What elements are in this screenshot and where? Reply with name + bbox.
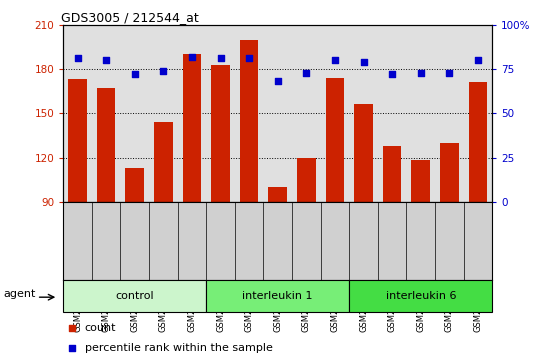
- Text: control: control: [116, 291, 154, 301]
- Bar: [349, 280, 492, 312]
- Bar: [125, 168, 144, 202]
- Bar: [469, 82, 487, 202]
- Point: [331, 57, 339, 63]
- Bar: [68, 79, 87, 202]
- Bar: [411, 160, 430, 202]
- Text: percentile rank within the sample: percentile rank within the sample: [85, 343, 273, 353]
- Bar: [154, 122, 173, 202]
- Bar: [206, 280, 349, 312]
- Point: [351, 218, 360, 224]
- Point: [359, 59, 368, 65]
- Point: [245, 56, 254, 61]
- Bar: [211, 65, 230, 202]
- Text: GDS3005 / 212544_at: GDS3005 / 212544_at: [61, 11, 199, 24]
- Point: [216, 56, 225, 61]
- Text: interleukin 1: interleukin 1: [243, 291, 313, 301]
- Point: [416, 70, 425, 75]
- Bar: [383, 146, 402, 202]
- Point: [445, 70, 454, 75]
- Bar: [440, 143, 459, 202]
- Point: [351, 34, 360, 40]
- Point: [130, 72, 139, 77]
- Point: [474, 57, 482, 63]
- Text: interleukin 6: interleukin 6: [386, 291, 456, 301]
- Bar: [97, 88, 116, 202]
- Point: [302, 70, 311, 75]
- Bar: [240, 40, 258, 202]
- Point: [73, 56, 82, 61]
- Point: [159, 68, 168, 74]
- Bar: [183, 54, 201, 202]
- Bar: [326, 78, 344, 202]
- Text: count: count: [85, 323, 116, 333]
- Point: [388, 72, 397, 77]
- Bar: [297, 158, 316, 202]
- Text: agent: agent: [3, 289, 36, 299]
- Bar: [63, 280, 206, 312]
- Point: [188, 54, 196, 59]
- Bar: [354, 104, 373, 202]
- Point: [102, 57, 111, 63]
- Bar: [268, 187, 287, 202]
- Point: [273, 79, 282, 84]
